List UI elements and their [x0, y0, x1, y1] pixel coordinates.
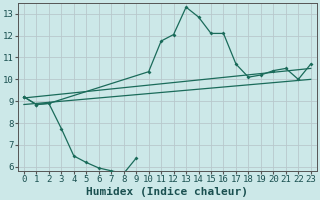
X-axis label: Humidex (Indice chaleur): Humidex (Indice chaleur): [86, 187, 248, 197]
